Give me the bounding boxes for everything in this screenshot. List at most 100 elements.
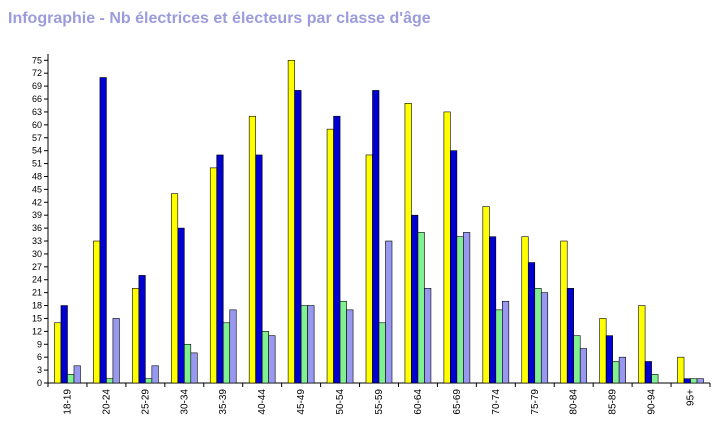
bar [638, 305, 646, 384]
x-category-label: 50-54 [335, 389, 346, 415]
y-tick-label: 0 [37, 378, 42, 388]
x-category-label: 95+ [686, 389, 697, 406]
y-tick-label: 6 [37, 352, 42, 362]
bar [579, 348, 588, 384]
y-tick-label: 63 [32, 107, 42, 117]
bar [489, 236, 497, 384]
bar [132, 288, 140, 384]
y-tick-label: 57 [32, 133, 42, 143]
bar [696, 378, 704, 384]
y-tick-label: 51 [32, 159, 42, 169]
x-category-label: 65-69 [452, 389, 463, 415]
y-tick-label: 18 [32, 301, 42, 311]
x-category-label: 35-39 [218, 389, 229, 415]
bar [99, 77, 107, 384]
bar [112, 318, 120, 384]
bar [644, 361, 652, 384]
bar [183, 343, 192, 384]
bar [599, 318, 607, 384]
bar [307, 305, 315, 384]
bar [495, 309, 503, 384]
bar [300, 305, 308, 384]
bar [229, 309, 237, 384]
bar [424, 288, 432, 384]
y-tick-label: 33 [32, 236, 42, 246]
y-tick-label: 3 [37, 365, 42, 375]
bar [482, 206, 490, 384]
x-category-label: 40-44 [257, 389, 268, 415]
bar [138, 275, 146, 384]
bar [521, 236, 529, 384]
y-tick-label: 24 [32, 275, 42, 285]
y-tick-label: 12 [32, 326, 42, 336]
bar [339, 300, 347, 384]
x-category-label: 18-19 [62, 389, 73, 415]
y-tick-label: 54 [32, 146, 42, 156]
bar [450, 150, 458, 384]
bar [683, 378, 691, 384]
bar [540, 292, 549, 384]
bars [54, 60, 704, 384]
bar [294, 90, 302, 384]
y-tick-label: 60 [32, 120, 42, 130]
bar [411, 214, 419, 384]
y-tick-label: 69 [32, 81, 42, 91]
bar [690, 378, 698, 384]
bar [255, 154, 263, 384]
bar [73, 365, 81, 384]
bar [145, 378, 153, 384]
bar [222, 322, 231, 384]
bar [151, 365, 159, 384]
y-tick-label: 72 [32, 68, 42, 78]
bar [612, 361, 620, 384]
bar [261, 331, 269, 384]
x-category-label: 80-84 [569, 389, 580, 415]
y-tick-label: 21 [32, 288, 42, 298]
bar [333, 115, 341, 384]
y-tick-label: 30 [32, 249, 42, 259]
bar [605, 335, 613, 384]
bar [573, 335, 581, 384]
bar [248, 115, 256, 384]
y-tick-label: 48 [32, 171, 42, 181]
y-tick-label: 15 [32, 313, 42, 323]
x-category-label: 90-94 [647, 389, 658, 415]
bar [346, 309, 354, 384]
x-category-label: 55-59 [374, 389, 385, 415]
bar [54, 322, 62, 384]
y-tick-label: 42 [32, 197, 42, 207]
bar [502, 300, 510, 384]
bar [534, 288, 542, 384]
bar [404, 103, 412, 384]
y-tick-label: 27 [32, 262, 42, 272]
y-tick-label: 9 [37, 339, 42, 349]
y-tick-label: 45 [32, 184, 42, 194]
bar [456, 236, 464, 384]
bar [106, 378, 114, 384]
bar [417, 232, 425, 384]
x-category-label: 60-64 [413, 389, 424, 415]
bar [443, 111, 451, 384]
x-category-label: 25-29 [140, 389, 151, 415]
bar [527, 262, 536, 384]
y-tick-label: 39 [32, 210, 42, 220]
bar [385, 240, 393, 384]
bar [326, 128, 334, 384]
x-category-label: 20-24 [101, 389, 112, 415]
bar [463, 232, 471, 384]
bar [177, 227, 185, 384]
bar [372, 90, 380, 384]
y-tick-label: 36 [32, 223, 42, 233]
x-category-label: 85-89 [608, 389, 619, 415]
bar [566, 288, 575, 384]
bar [209, 167, 218, 384]
x-category-label: 45-49 [296, 389, 307, 415]
y-tick-label: 66 [32, 94, 42, 104]
bar [67, 374, 75, 384]
bar [560, 240, 568, 384]
bar [365, 154, 373, 384]
y-tick-label: 75 [32, 55, 42, 65]
labels: 0369121518212427303336394245485154576063… [32, 55, 697, 414]
bar [677, 356, 685, 384]
